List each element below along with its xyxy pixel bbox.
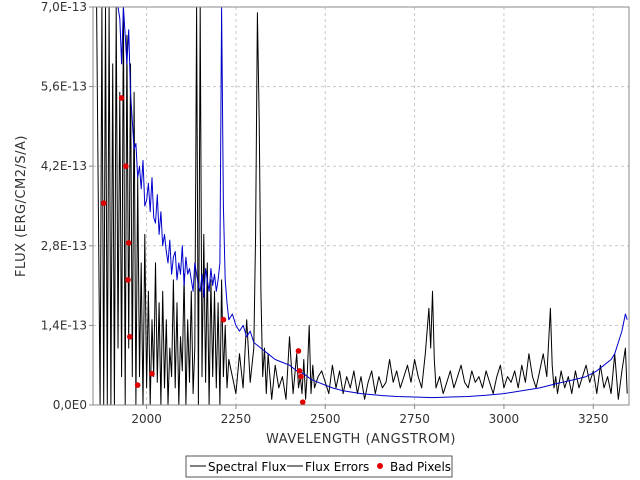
y-tick-label: 7,0E-13 [41, 0, 87, 14]
x-tick-label: 2250 [221, 412, 252, 426]
bad-pixel-point [149, 370, 155, 377]
bad-pixel-point [296, 368, 303, 374]
bad-pixel-point [127, 333, 133, 340]
series-layer [96, 7, 628, 405]
y-axis-label: FLUX (ERG/CM2/S/A) [14, 135, 29, 277]
x-tick-label: 3000 [489, 412, 520, 426]
bad-pixel-point [299, 399, 306, 405]
bad-pixel-point [100, 200, 107, 206]
bad-pixel-point [220, 316, 227, 323]
series-group [96, 7, 628, 405]
x-tick-label: 2000 [131, 412, 162, 426]
bad-pixel-point [118, 95, 125, 101]
y-tick-label: 1,4E-13 [41, 318, 87, 332]
x-tick-label: 2500 [310, 412, 341, 426]
plot-frame [92, 6, 630, 406]
flux-errors-line [117, 7, 628, 399]
bad-pixel-point [298, 373, 304, 380]
x-tick-label: 2750 [399, 412, 430, 426]
plot-area [93, 7, 629, 405]
y-tick-label: 4,2E-13 [41, 159, 87, 173]
legend-label-flux-errors: Flux Errors [305, 460, 369, 474]
legend-label-bad-pixels: Bad Pixels [390, 460, 451, 474]
x-tick-label: 3250 [578, 412, 609, 426]
legend: Spectral Flux Flux Errors Bad Pixels [185, 455, 453, 478]
x-axis-label: WAVELENGTH (ANGSTROM) [266, 432, 456, 447]
spectral-flux-line [96, 7, 628, 405]
bad-pixel-point [123, 163, 129, 169]
y-tick-label: 0,0E0 [53, 398, 87, 412]
legend-swatch-bad-pixels [377, 463, 383, 469]
y-tick-label: 2,8E-13 [41, 239, 87, 253]
bad-pixel-point [125, 277, 131, 283]
ticks: 2000 2250 2500 2750 3000 3250 0,0E0 1,4E-13 2,8E… [41, 0, 609, 426]
legend-label-spectral-flux: Spectral Flux [208, 460, 286, 474]
legend-box [185, 455, 453, 478]
bad-pixel-point [125, 240, 132, 246]
bad-pixel-point [295, 348, 302, 354]
bad-pixel-point [134, 382, 141, 388]
y-tick-label: 5,6E-13 [41, 80, 87, 94]
